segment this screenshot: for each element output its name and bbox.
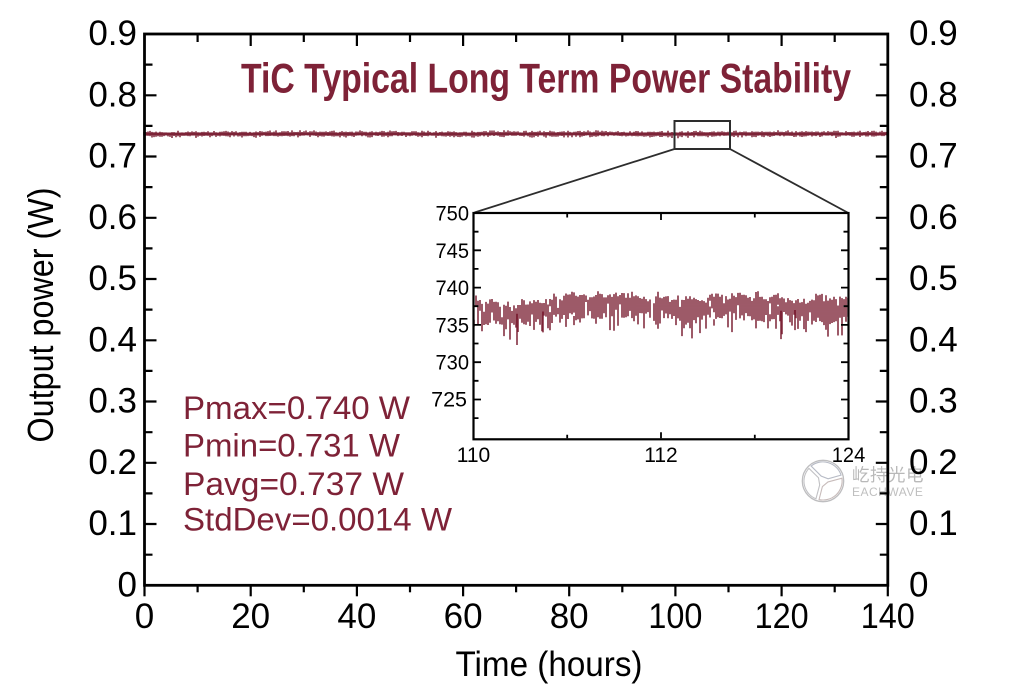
svg-text:140: 140 [861,597,915,636]
svg-text:0.2: 0.2 [909,443,958,482]
svg-text:110: 110 [457,443,491,467]
svg-text:0.7: 0.7 [88,137,137,176]
svg-text:120: 120 [755,597,809,636]
svg-text:Pmin=0.731 W: Pmin=0.731 W [183,428,401,464]
svg-text:725: 725 [431,388,467,412]
svg-text:0.5: 0.5 [88,259,137,298]
svg-text:735: 735 [436,313,470,337]
svg-text:80: 80 [550,597,589,636]
svg-text:20: 20 [231,597,270,636]
svg-text:0.1: 0.1 [88,504,137,543]
svg-text:730: 730 [436,351,470,375]
svg-text:TiC Typical Long Term Power St: TiC Typical Long Term Power Stability [241,55,852,102]
svg-text:0.5: 0.5 [909,259,958,298]
svg-text:745: 745 [436,239,470,263]
svg-text:0: 0 [118,565,137,604]
svg-text:0.2: 0.2 [88,443,137,482]
svg-text:0: 0 [909,565,928,604]
svg-text:40: 40 [337,597,376,636]
svg-text:0.6: 0.6 [88,198,137,237]
svg-text:740: 740 [436,276,470,300]
svg-text:0.4: 0.4 [88,320,137,359]
svg-text:112: 112 [644,443,678,467]
svg-text:Output power (W): Output power (W) [20,188,61,443]
svg-text:60: 60 [444,597,483,636]
svg-text:0.3: 0.3 [909,382,958,421]
svg-text:0.6: 0.6 [909,198,958,237]
svg-text:0.1: 0.1 [909,504,958,543]
svg-text:Pavg=0.737 W: Pavg=0.737 W [183,466,405,502]
svg-text:0.8: 0.8 [909,75,958,114]
svg-text:0.4: 0.4 [909,320,958,359]
svg-text:0.8: 0.8 [88,75,137,114]
svg-text:100: 100 [648,597,702,636]
svg-text:0.3: 0.3 [88,382,137,421]
svg-text:StdDev=0.0014 W: StdDev=0.0014 W [183,501,453,537]
svg-text:0: 0 [135,597,154,636]
svg-text:Time (hours): Time (hours) [456,645,643,684]
svg-text:0.9: 0.9 [88,14,137,53]
svg-text:0.9: 0.9 [909,14,958,53]
svg-text:750: 750 [436,202,470,226]
svg-text:0.7: 0.7 [909,137,958,176]
svg-text:124: 124 [832,443,866,467]
svg-text:Pmax=0.740 W: Pmax=0.740 W [183,390,411,426]
